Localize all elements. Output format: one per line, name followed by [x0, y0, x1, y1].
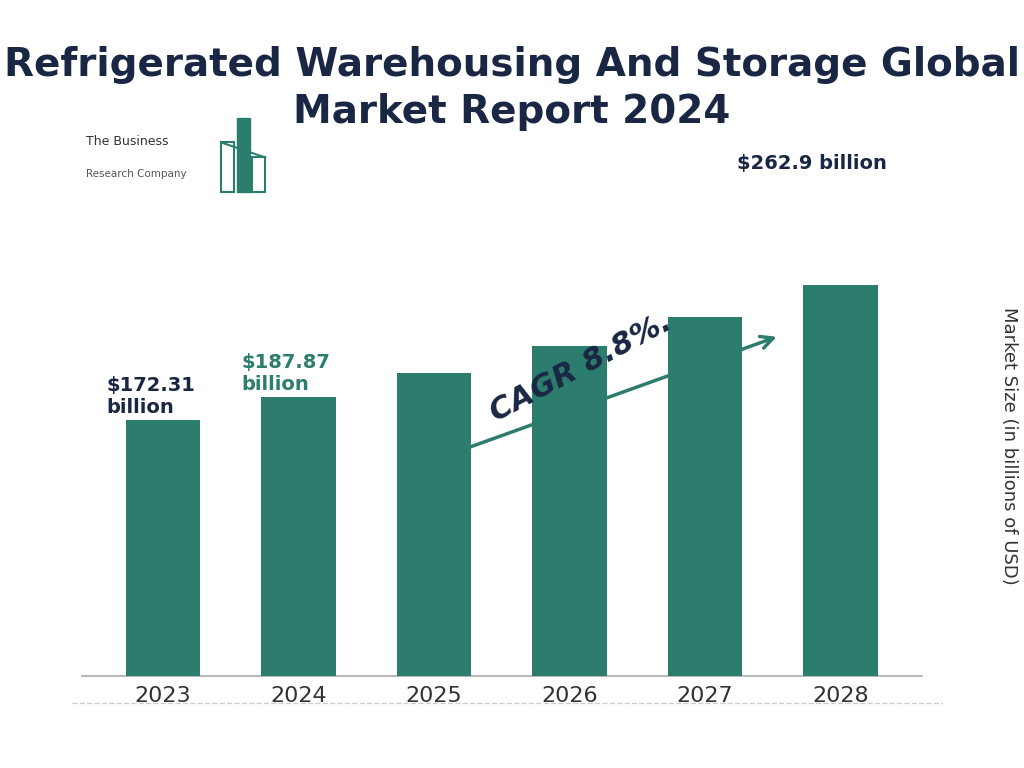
Bar [397, 372, 471, 676]
Bar [532, 346, 606, 676]
Text: Refrigerated Warehousing And Storage Global
Market Report 2024: Refrigerated Warehousing And Storage Glo… [4, 46, 1020, 131]
Text: $262.9 billion: $262.9 billion [737, 154, 887, 173]
Text: $187.87
billion: $187.87 billion [242, 353, 331, 394]
Text: Research Company: Research Company [86, 170, 186, 180]
Bar [261, 396, 336, 676]
Bar [221, 143, 234, 193]
Text: The Business: The Business [86, 135, 169, 148]
Text: CAGR 8.8%.: CAGR 8.8%. [485, 307, 677, 427]
Bar [803, 285, 878, 676]
Bar [668, 317, 742, 676]
Bar [252, 157, 265, 193]
Text: $172.31
billion: $172.31 billion [106, 376, 196, 417]
Bar [126, 419, 201, 676]
Text: Market Size (in billions of USD): Market Size (in billions of USD) [999, 306, 1018, 584]
Bar [237, 118, 250, 193]
